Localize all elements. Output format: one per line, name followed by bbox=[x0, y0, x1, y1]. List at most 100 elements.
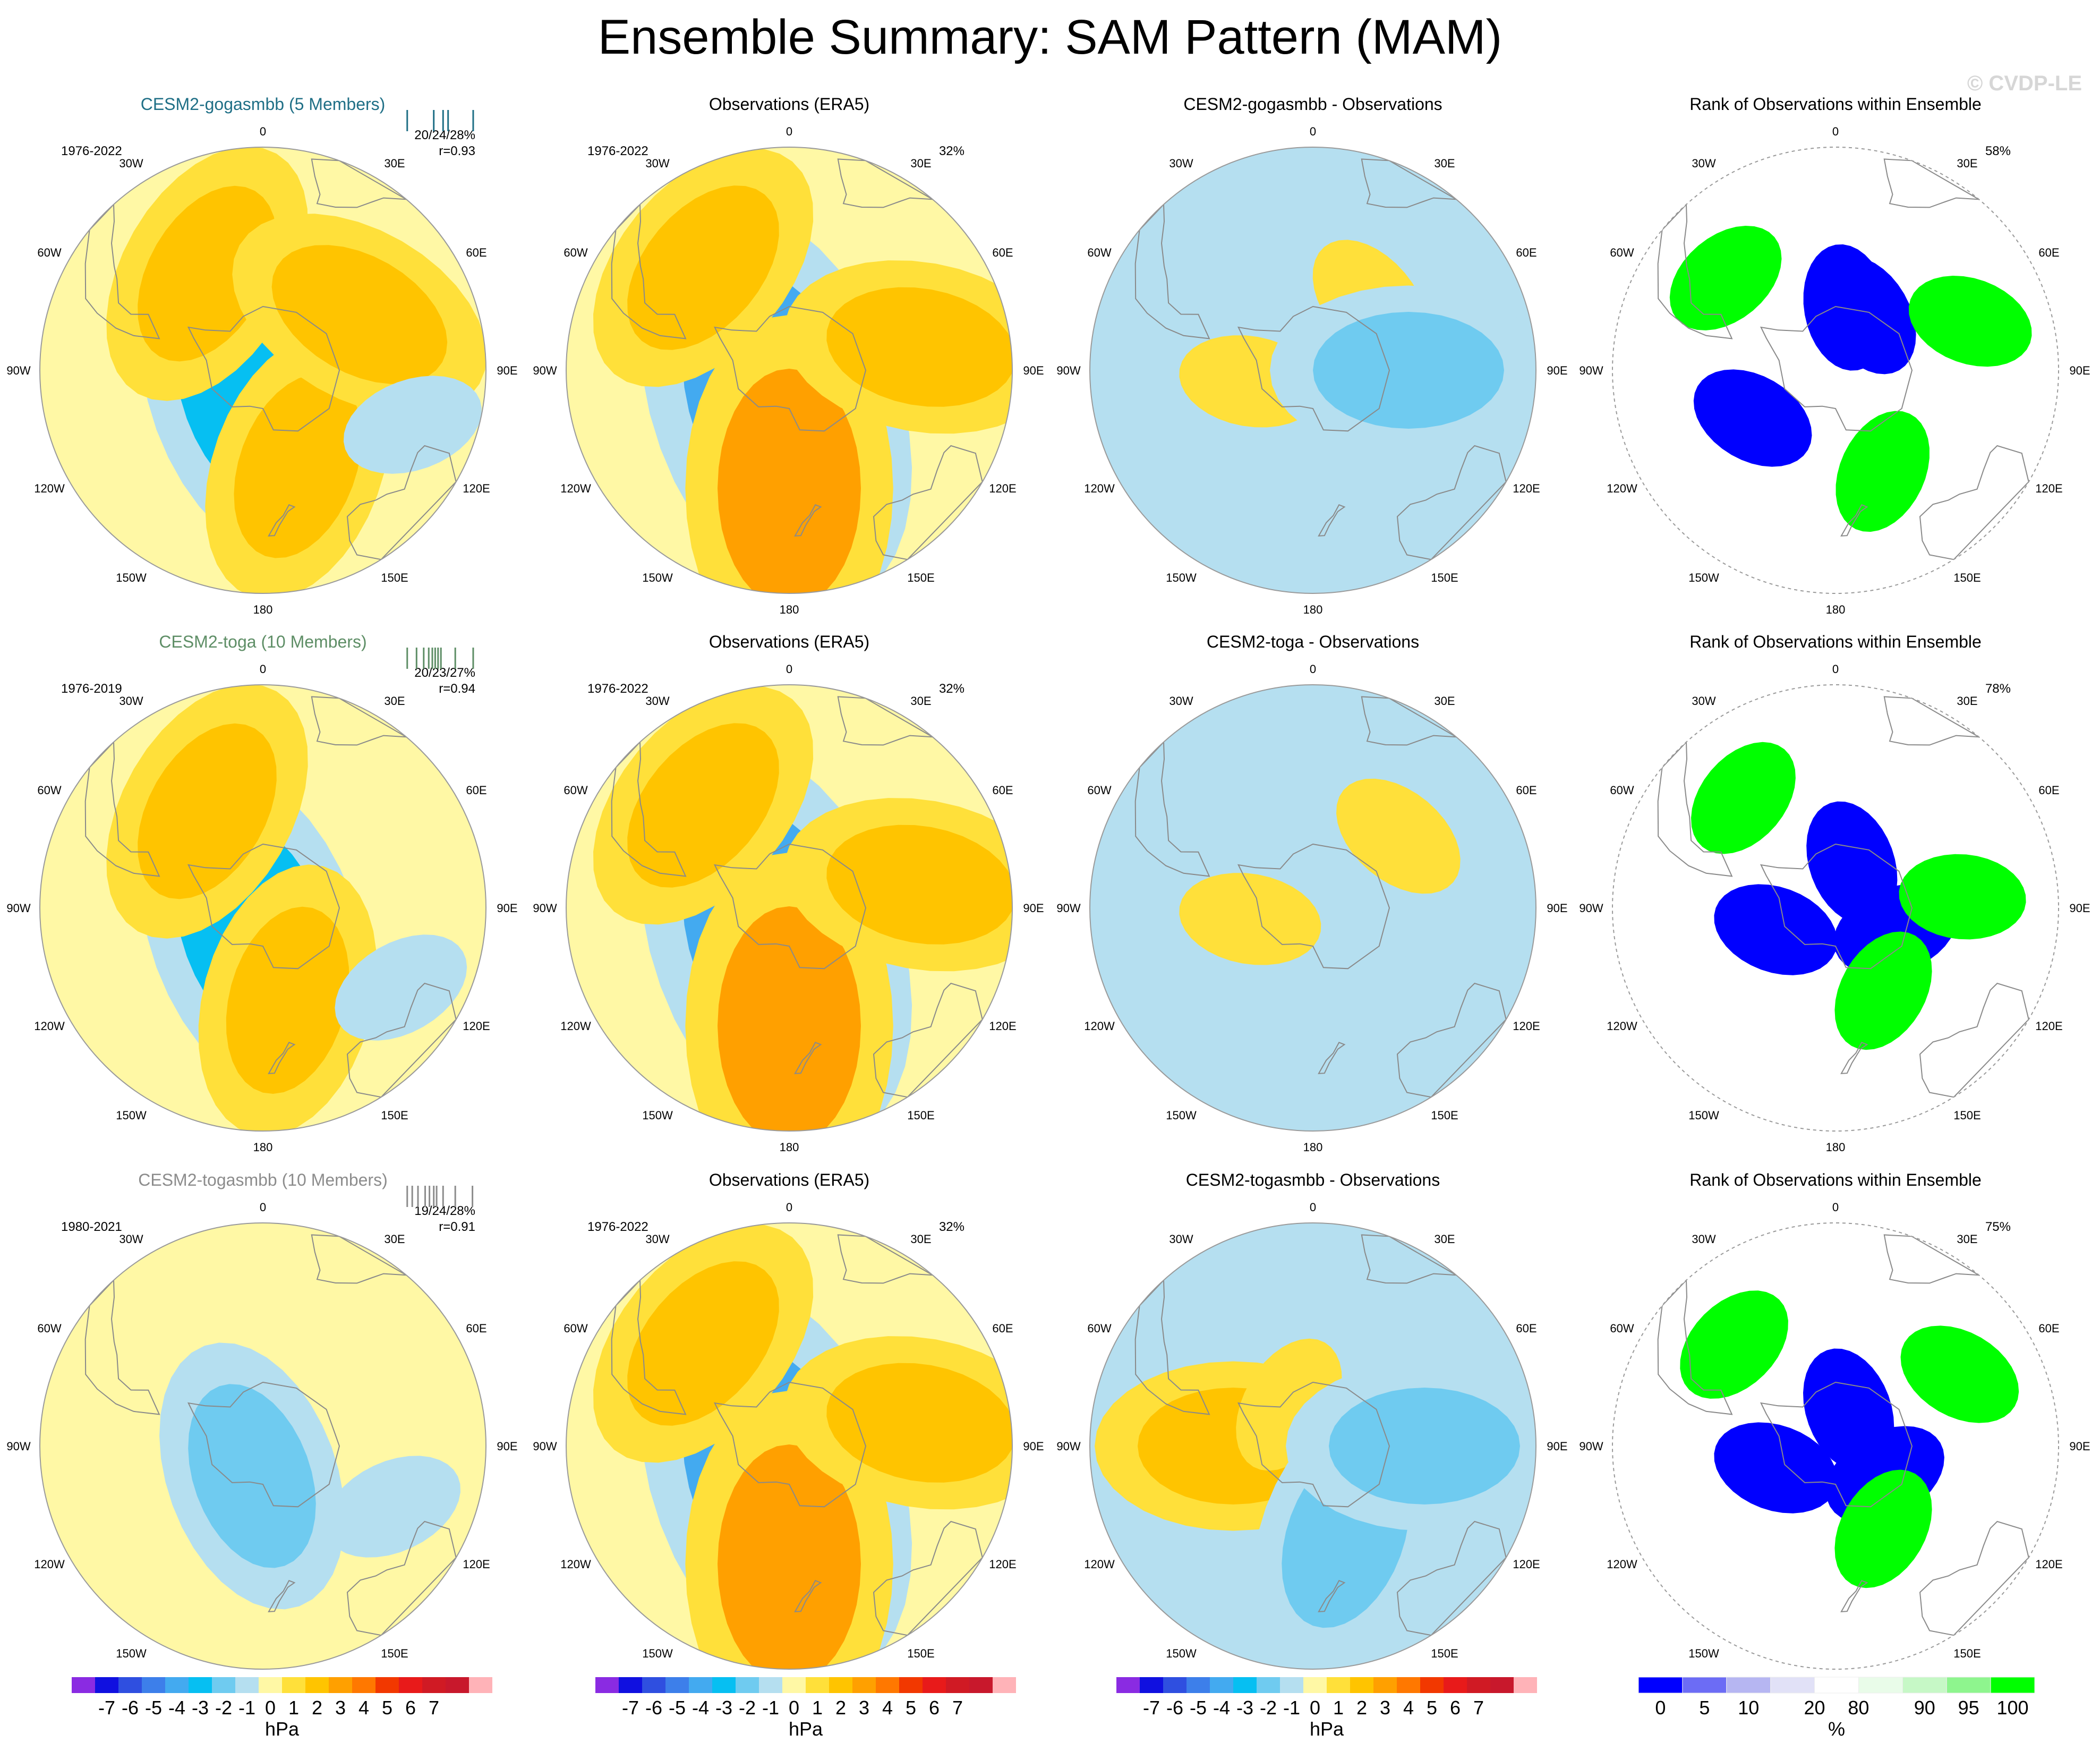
coastline-southAmerica bbox=[611, 203, 687, 339]
colorbar-tick-label: -2 bbox=[215, 1697, 232, 1719]
longitude-label: 150W bbox=[116, 571, 147, 584]
coastline-newZealand bbox=[794, 504, 822, 537]
colorbar-swatch bbox=[1373, 1677, 1397, 1693]
longitude-label: 120W bbox=[560, 1019, 591, 1033]
colorbar-swatch bbox=[1327, 1677, 1350, 1693]
longitude-label: 150E bbox=[1953, 1647, 1981, 1660]
coastline-southAmerica bbox=[611, 741, 687, 877]
contour-band bbox=[1693, 369, 1812, 467]
longitude-label: 150W bbox=[1688, 571, 1719, 584]
pattern-correlation: r=0.91 bbox=[439, 1220, 475, 1234]
contour-band bbox=[1691, 742, 1796, 854]
coastline-newZealand bbox=[794, 1042, 822, 1074]
longitude-label: 120E bbox=[1513, 1558, 1540, 1571]
colorbar-swatch bbox=[1444, 1677, 1467, 1693]
colorbar-swatch bbox=[1257, 1677, 1280, 1693]
colorbar-tick-label: 6 bbox=[405, 1697, 416, 1719]
longitude-label: 150W bbox=[642, 571, 673, 584]
coastline-antarctica bbox=[713, 843, 867, 970]
colorbar-tick-label: 10 bbox=[1738, 1697, 1759, 1719]
colorbar-tick-label: 4 bbox=[882, 1697, 893, 1719]
longitude-label: 180 bbox=[780, 603, 799, 616]
coastlines bbox=[1657, 1234, 2029, 1636]
coastlines bbox=[84, 158, 457, 560]
longitude-label: 30E bbox=[384, 157, 405, 170]
panels: 0 30E 60E 90E 120E 150E 180 150W 120W 90W 60W 30W CE… bbox=[6, 95, 2090, 1692]
contour-band bbox=[718, 1444, 861, 1669]
longitude-label: 150W bbox=[1688, 1647, 1719, 1660]
longitude-label: 60E bbox=[992, 784, 1013, 797]
map-border bbox=[1612, 1222, 2059, 1670]
colorbar-swatch bbox=[899, 1677, 923, 1693]
longitude-label: 60E bbox=[992, 246, 1013, 259]
coastline-australia bbox=[873, 445, 983, 560]
longitude-label: 60E bbox=[466, 784, 486, 797]
colorbar-swatch bbox=[1682, 1677, 1727, 1694]
contour-band bbox=[1714, 1422, 1837, 1514]
hpa-colorbar: -7 -6 -5 -4 -3 -2 -1 0 1 2 3 4 5 6 7 hPa bbox=[595, 1677, 1016, 1740]
coastlines bbox=[1657, 696, 2029, 1098]
colorbar-swatch bbox=[595, 1677, 619, 1693]
colorbar-swatch bbox=[642, 1677, 665, 1693]
coastline-southAmerica bbox=[1657, 1279, 1733, 1415]
coastline-southAmerica bbox=[1657, 203, 1733, 339]
longitude-label: 120E bbox=[463, 482, 490, 495]
panel-title: CESM2-gogasmbb - Observations bbox=[1183, 95, 1442, 114]
longitude-label: 180 bbox=[1826, 603, 1846, 616]
coastline-southAmerica bbox=[84, 203, 160, 339]
page-title: Ensemble Summary: SAM Pattern (MAM) bbox=[597, 10, 1503, 64]
longitude-label: 60W bbox=[37, 784, 61, 797]
ensemble-stats: 19/24/28% bbox=[414, 1204, 475, 1218]
longitude-label: 60W bbox=[564, 1322, 587, 1335]
contour-band bbox=[627, 185, 779, 350]
percent-label: 32% bbox=[939, 682, 964, 696]
longitude-label: 30W bbox=[1692, 1232, 1715, 1246]
colorbar-tick-label: 2 bbox=[312, 1697, 322, 1719]
longitude-label: 0 bbox=[786, 1201, 792, 1214]
colorbar-tick-label: -3 bbox=[192, 1697, 209, 1719]
field-contours bbox=[1095, 1338, 1536, 1669]
colorbar-tick-label: 3 bbox=[1380, 1697, 1390, 1719]
contour-band bbox=[325, 1456, 460, 1558]
panel-title: Rank of Observations within Ensemble bbox=[1689, 95, 1982, 114]
coastline-newZealand bbox=[1318, 1042, 1346, 1074]
longitude-label: 30W bbox=[1692, 157, 1715, 170]
longitude-label: 120W bbox=[560, 482, 591, 495]
field-contours bbox=[593, 148, 1012, 593]
longitude-label: 60E bbox=[2038, 1322, 2059, 1335]
longitude-label: 90E bbox=[1023, 1440, 1044, 1453]
longitude-label: 90W bbox=[1579, 364, 1603, 377]
colorbar-tick-label: 80 bbox=[1848, 1697, 1869, 1719]
longitude-label: 30E bbox=[910, 157, 931, 170]
coastline-newZealand bbox=[268, 1042, 296, 1074]
coastline-antarctica bbox=[187, 1381, 340, 1508]
longitude-label: 120W bbox=[1084, 1019, 1115, 1033]
longitude-label: 0 bbox=[1832, 125, 1839, 138]
colorbar-swatch bbox=[329, 1677, 352, 1693]
longitude-label: 60W bbox=[1087, 246, 1111, 259]
coastline-newZealand bbox=[268, 504, 296, 537]
percent-label: 78% bbox=[1985, 682, 2011, 696]
map-border bbox=[566, 1222, 1013, 1670]
coastline-antarctica bbox=[1237, 1381, 1390, 1508]
longitude-label: 60W bbox=[1610, 246, 1634, 259]
colorbar-tick-label: -1 bbox=[1283, 1697, 1300, 1719]
longitude-label: 120W bbox=[560, 1558, 591, 1571]
longitude-label: 0 bbox=[1310, 1201, 1316, 1214]
field-contours bbox=[159, 1342, 460, 1610]
colorbar-swatch bbox=[212, 1677, 235, 1693]
colorbar-tick-label: 7 bbox=[952, 1697, 963, 1719]
colorbar-tick-label: -3 bbox=[715, 1697, 732, 1719]
colorbar-tick-label: 100 bbox=[1997, 1697, 2029, 1719]
coastlines bbox=[1657, 158, 2029, 560]
colorbar-swatch bbox=[782, 1677, 806, 1693]
longitude-label: 60E bbox=[992, 1322, 1013, 1335]
contour-band bbox=[1179, 873, 1321, 965]
longitude-label: 120W bbox=[1084, 482, 1115, 495]
colorbar-swatch bbox=[1514, 1677, 1537, 1693]
contour-band bbox=[1900, 1325, 2019, 1423]
colorbar-swatch bbox=[759, 1677, 782, 1693]
longitude-label: 0 bbox=[260, 125, 266, 138]
colorbar-tick-label: 0 bbox=[1310, 1697, 1320, 1719]
colorbar-swatch bbox=[993, 1677, 1016, 1693]
